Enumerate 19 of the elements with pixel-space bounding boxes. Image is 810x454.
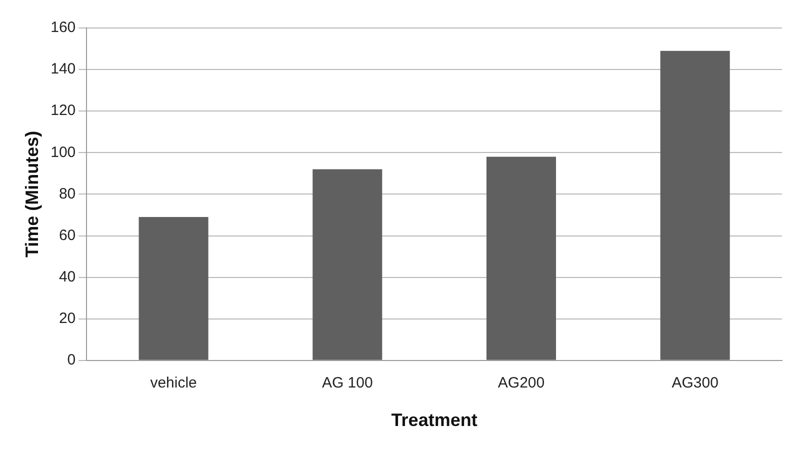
x-tick-label: AG 100 — [322, 374, 373, 392]
bar — [312, 169, 382, 360]
x-axis-title: Treatment — [391, 410, 478, 430]
y-tick-label: 160 — [50, 19, 76, 36]
y-tick-label: 0 — [67, 352, 76, 369]
x-tick-label: AG200 — [498, 374, 545, 392]
x-tick-label: AG300 — [672, 374, 718, 392]
bar — [486, 156, 556, 360]
y-tick-label: 80 — [58, 185, 76, 202]
y-tick-label: 20 — [58, 310, 76, 327]
x-tick-label: vehicle — [150, 374, 197, 392]
y-tick-label: 100 — [50, 144, 76, 161]
y-tick-label: 40 — [58, 268, 76, 286]
y-tick-label: 140 — [50, 60, 76, 78]
bar — [660, 50, 730, 360]
bar — [138, 217, 208, 360]
y-tick-label: 120 — [50, 102, 76, 120]
y-axis-title: Time (Minutes) — [22, 130, 42, 258]
y-tick-label: 60 — [58, 226, 76, 244]
